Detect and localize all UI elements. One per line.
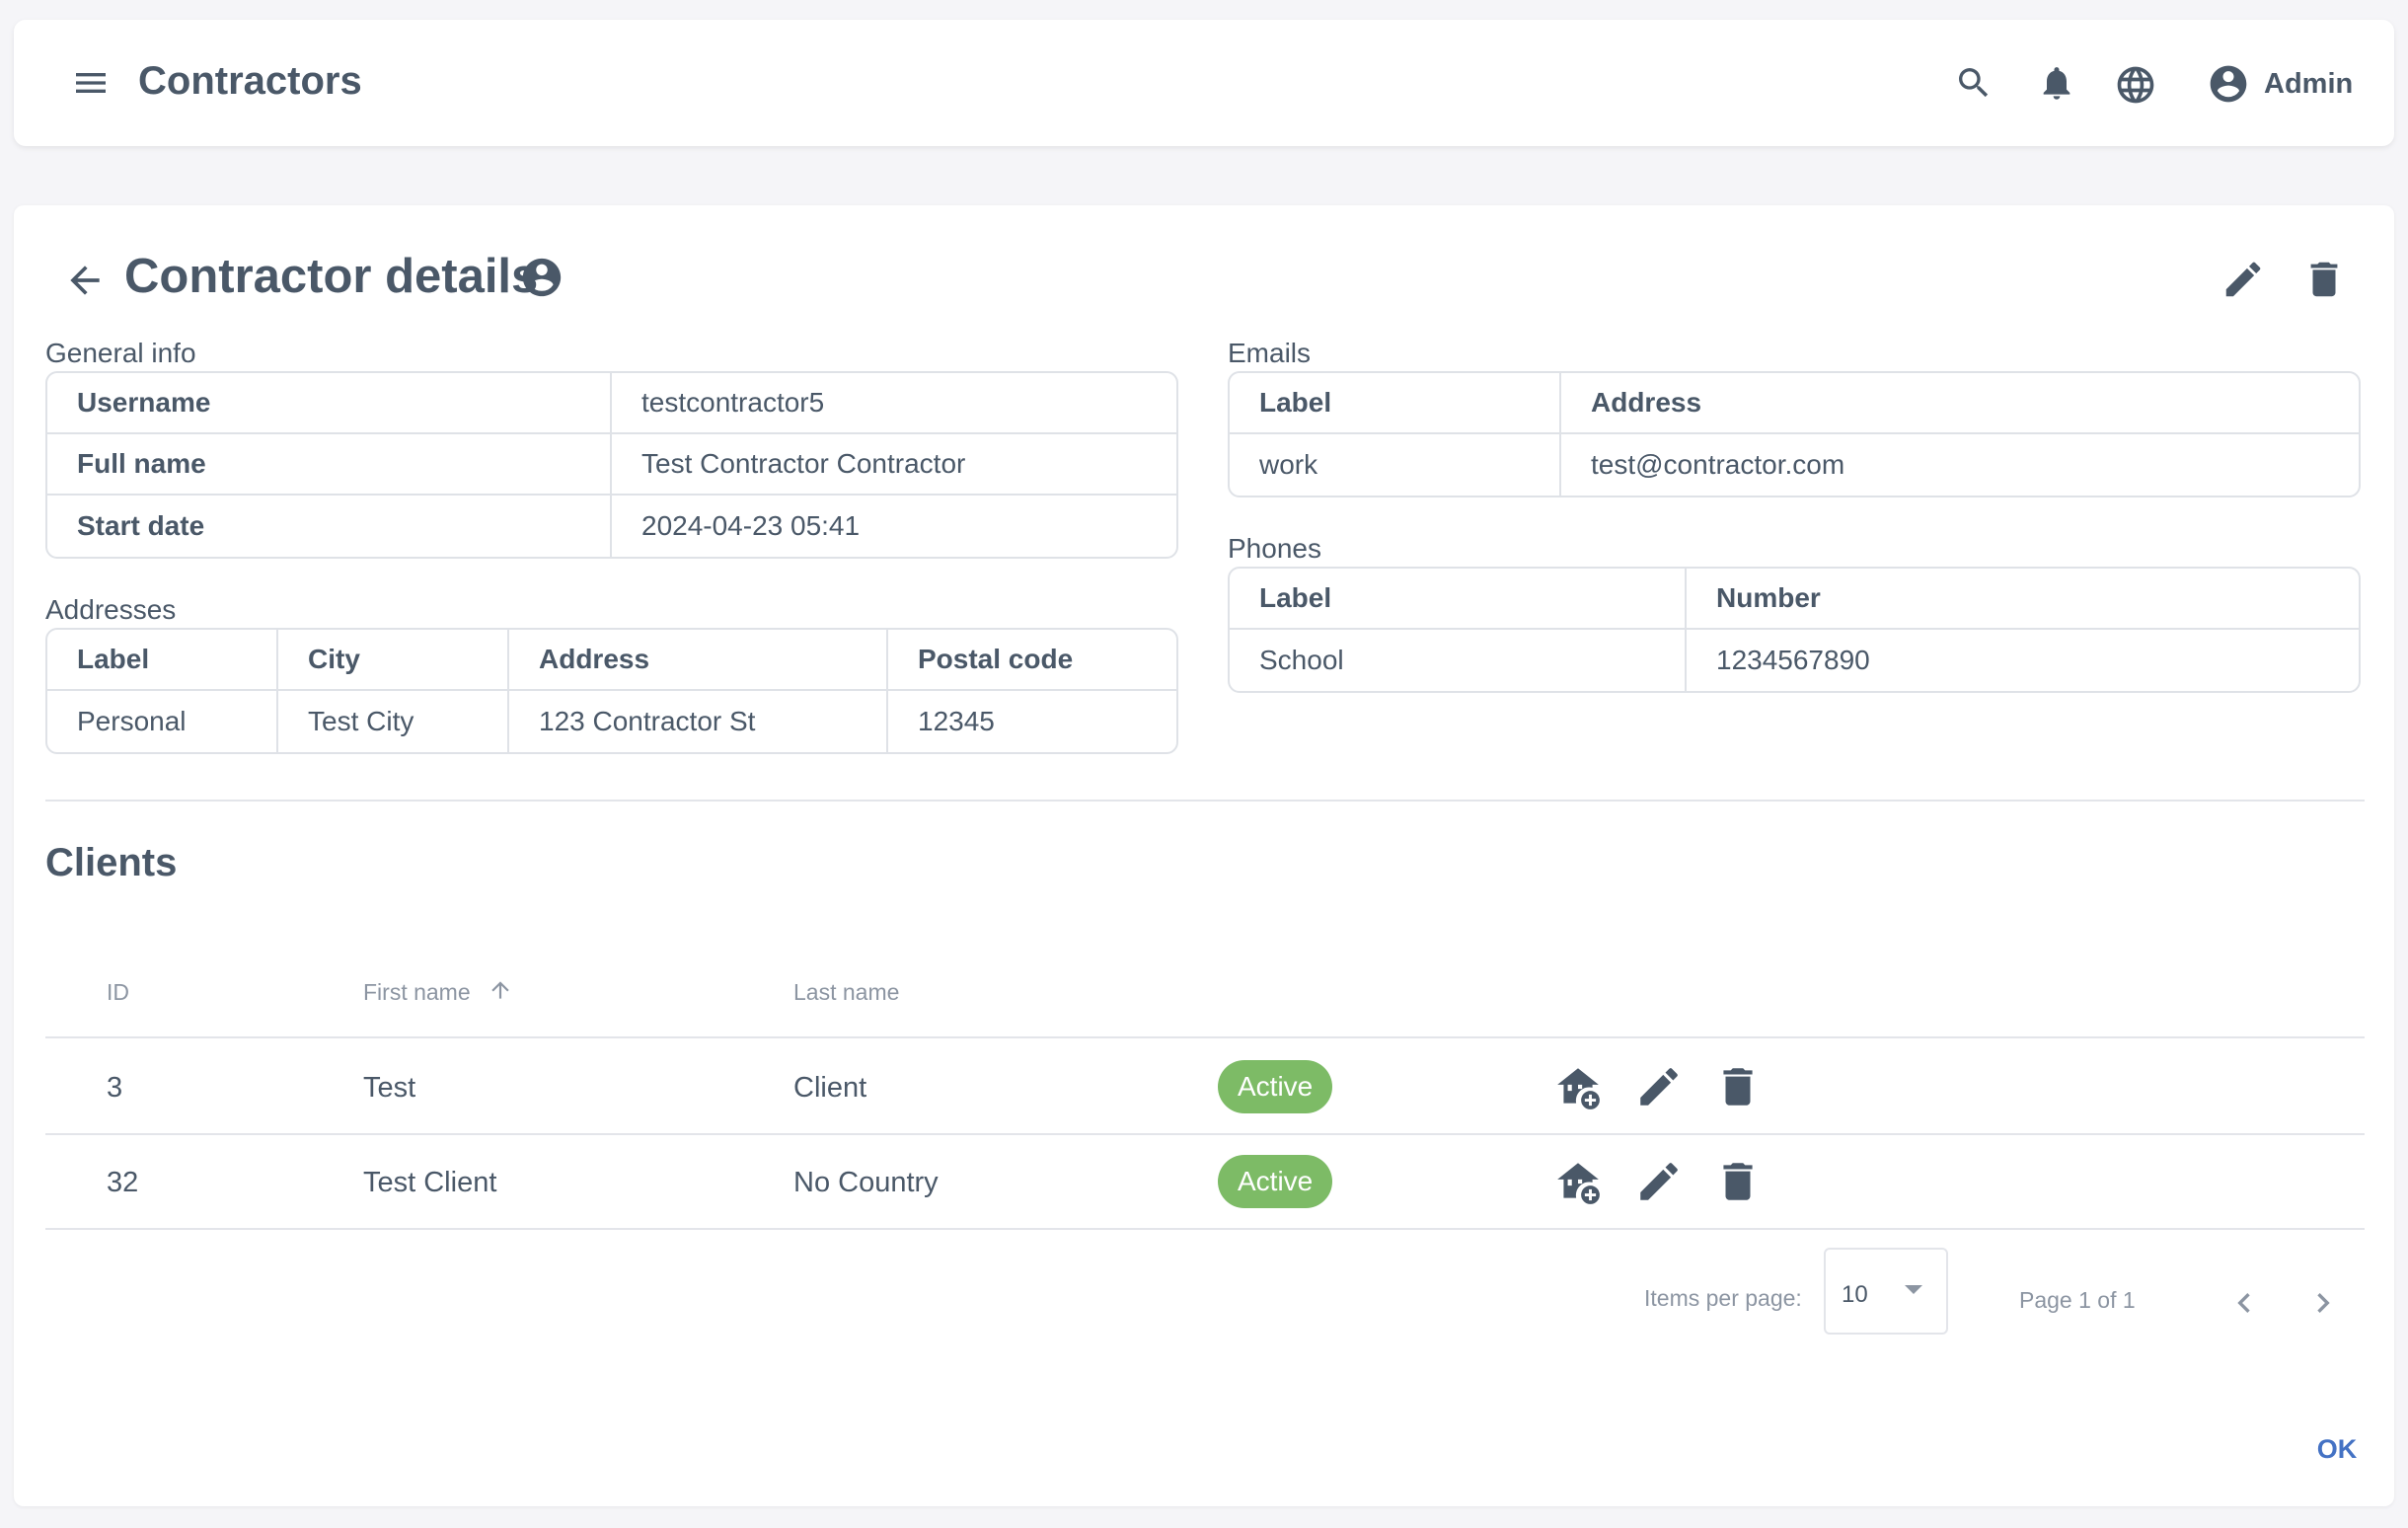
- table-row: 3 Test Client Active: [45, 1040, 2365, 1135]
- table-row: Start date 2024-04-23 05:41: [47, 496, 1176, 557]
- items-per-page-value: 10: [1842, 1281, 1868, 1308]
- full-name-key: Full name: [47, 434, 612, 496]
- column-header: Label: [1230, 569, 1687, 630]
- phones-table: Label Number School 1234567890: [1228, 567, 2361, 693]
- first-name-column-header[interactable]: First name: [363, 979, 471, 1005]
- page-info: Page 1 of 1: [2019, 1287, 2136, 1313]
- top-bar: Contractors Admin: [14, 20, 2394, 146]
- client-id: 3: [107, 1072, 123, 1104]
- status-badge: Active: [1218, 1060, 1333, 1113]
- status-badge: Active: [1218, 1155, 1333, 1208]
- column-header: City: [278, 630, 509, 691]
- start-date-value: 2024-04-23 05:41: [641, 510, 861, 541]
- app-title: Contractors: [138, 59, 362, 103]
- edit-pencil-icon[interactable]: [1634, 1062, 1684, 1111]
- ok-button[interactable]: OK: [2301, 1427, 2372, 1471]
- menu-icon[interactable]: [67, 63, 114, 103]
- user-name: Admin: [2264, 67, 2354, 100]
- table-cell: School: [1230, 630, 1687, 691]
- sort-ascending-icon[interactable]: [488, 977, 513, 1003]
- globe-icon[interactable]: [2114, 63, 2157, 107]
- trash-icon[interactable]: [1713, 1062, 1763, 1111]
- add-home-icon[interactable]: [1553, 1062, 1603, 1111]
- client-last-name: No Country: [793, 1167, 939, 1198]
- search-icon[interactable]: [1954, 63, 1994, 103]
- chevron-down-icon: [1905, 1285, 1922, 1294]
- column-header: Postal code: [888, 630, 1176, 691]
- username-value: testcontractor5: [612, 373, 1176, 434]
- section-divider: [45, 800, 2365, 802]
- table-cell: 1234567890: [1716, 645, 1870, 675]
- phones-label: Phones: [1228, 533, 1321, 564]
- back-arrow-icon[interactable]: [63, 259, 107, 302]
- addresses-label: Addresses: [45, 594, 177, 625]
- table-cell: Personal: [47, 691, 278, 752]
- account-circle-icon: [2210, 65, 2247, 103]
- clients-title: Clients: [45, 841, 178, 884]
- column-header: Number: [1687, 569, 2359, 630]
- emails-label: Emails: [1228, 338, 1312, 368]
- column-header: Label: [1230, 373, 1561, 434]
- column-header: Label: [47, 630, 278, 691]
- id-column-header[interactable]: ID: [107, 979, 129, 1005]
- trash-icon[interactable]: [1713, 1157, 1763, 1206]
- table-header-row: Label Number: [1230, 569, 2359, 630]
- table-cell: test@contractor.com: [1591, 449, 1845, 480]
- table-row: work test@contractor.com: [1230, 434, 2359, 496]
- table-header-row: Label Address: [1230, 373, 2359, 434]
- general-info-label: General info: [45, 338, 196, 368]
- clients-table-header: ID First name Last name: [45, 950, 2365, 1038]
- username-key: Username: [47, 373, 612, 434]
- edit-pencil-icon[interactable]: [2220, 257, 2266, 302]
- emails-table: Label Address work test@contractor.com: [1228, 371, 2361, 497]
- table-cell: 12345: [918, 706, 995, 736]
- client-first-name: Test Client: [363, 1167, 497, 1198]
- client-last-name: Client: [793, 1072, 867, 1104]
- chevron-left-icon[interactable]: [2224, 1283, 2264, 1323]
- table-row: Username testcontractor5: [47, 373, 1176, 434]
- column-header: Address: [509, 630, 888, 691]
- table-cell: Test City: [278, 691, 509, 752]
- table-row: School 1234567890: [1230, 630, 2359, 691]
- trash-icon[interactable]: [2301, 257, 2347, 302]
- chevron-right-icon[interactable]: [2303, 1283, 2343, 1323]
- items-per-page-label: Items per page:: [1644, 1285, 1802, 1311]
- page-title: Contractor details: [124, 250, 539, 303]
- start-date-key: Start date: [47, 496, 612, 557]
- general-info-table: Username testcontractor5 Full name Test …: [45, 371, 1178, 559]
- full-name-value: Test Contractor Contractor: [612, 434, 1176, 496]
- items-per-page-select[interactable]: 10: [1824, 1248, 1948, 1335]
- table-cell: work: [1230, 434, 1561, 496]
- table-header-row: Label City Address Postal code: [47, 630, 1176, 691]
- table-row: Full name Test Contractor Contractor: [47, 434, 1176, 496]
- client-first-name: Test: [363, 1072, 416, 1104]
- addresses-table: Label City Address Postal code Personal …: [45, 628, 1178, 754]
- table-row: Personal Test City 123 Contractor St 123…: [47, 691, 1176, 752]
- user-menu[interactable]: Admin: [2207, 61, 2353, 107]
- edit-pencil-icon[interactable]: [1634, 1157, 1684, 1206]
- column-header: Address: [1561, 373, 2359, 434]
- contractor-details-card: Contractor details General info Username…: [14, 205, 2394, 1506]
- account-circle-icon: [522, 258, 562, 297]
- table-cell: 123 Contractor St: [509, 691, 888, 752]
- table-row: 32 Test Client No Country Active: [45, 1135, 2365, 1230]
- client-id: 32: [107, 1167, 139, 1198]
- add-home-icon[interactable]: [1553, 1157, 1603, 1206]
- last-name-column-header[interactable]: Last name: [793, 979, 900, 1005]
- bell-icon[interactable]: [2037, 63, 2076, 103]
